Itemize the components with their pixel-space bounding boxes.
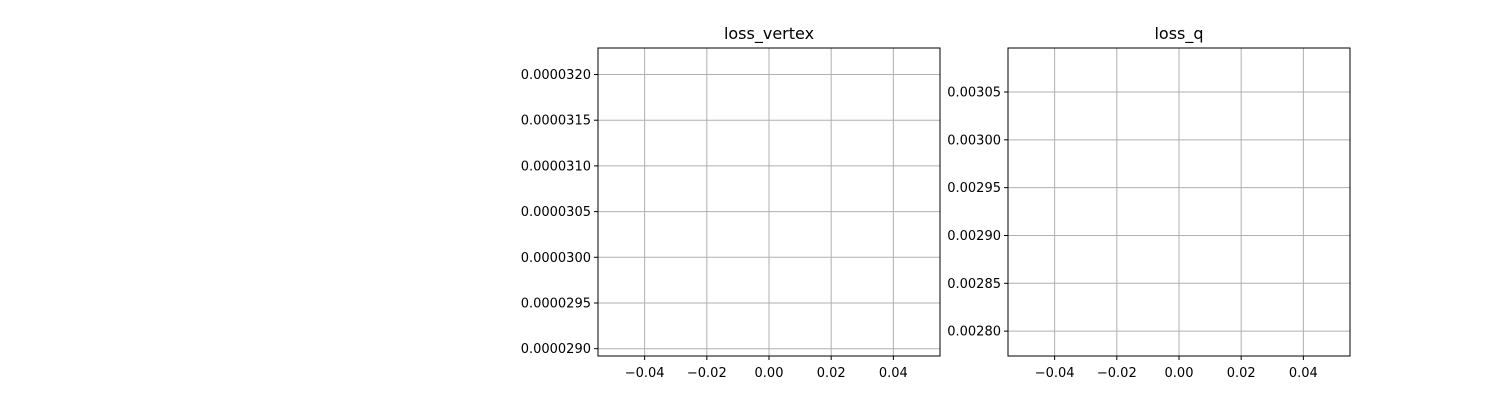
chart-title: loss_vertex [724,24,814,44]
x-tick-label: 0.00 [1165,366,1194,381]
y-tick-label: 0.00295 [947,181,1001,196]
x-tick-label: −0.04 [625,366,665,381]
x-tick-label: −0.02 [1097,366,1137,381]
x-tick-label: 0.00 [755,366,784,381]
y-tick-label: 0.0000290 [521,342,591,357]
y-tick-label: 0.0000295 [521,296,591,311]
x-tick-label: −0.04 [1035,366,1075,381]
chart-title: loss_q [1154,24,1203,44]
chart-loss-vertex: −0.04 −0.02 0.00 0.02 0.04 0.0000290 0.0000295… [521,24,941,381]
y-tick-label: 0.00280 [947,325,1001,340]
y-tick-label: 0.0000315 [521,114,591,129]
y-tick-label: 0.0000320 [521,68,591,83]
x-tick-label: 0.04 [879,366,908,381]
axes-frame [1007,47,1351,357]
y-tick-label: 0.0000305 [521,205,591,220]
x-tick-label: 0.04 [1289,366,1318,381]
axes-frame [597,47,941,357]
y-tick-label: 0.00300 [947,133,1001,148]
x-tick-label: 0.02 [1227,366,1256,381]
chart-loss-q: −0.04 −0.02 0.00 0.02 0.04 0.00280 0.00285 0.00… [947,24,1351,381]
y-tick-label: 0.0000300 [521,251,591,266]
y-tick-label: 0.00305 [947,86,1001,101]
x-tick-label: 0.02 [817,366,846,381]
y-tick-label: 0.00285 [947,277,1001,292]
y-tick-label: 0.00290 [947,229,1001,244]
y-tick-label: 0.0000310 [521,159,591,174]
x-tick-label: −0.02 [687,366,727,381]
